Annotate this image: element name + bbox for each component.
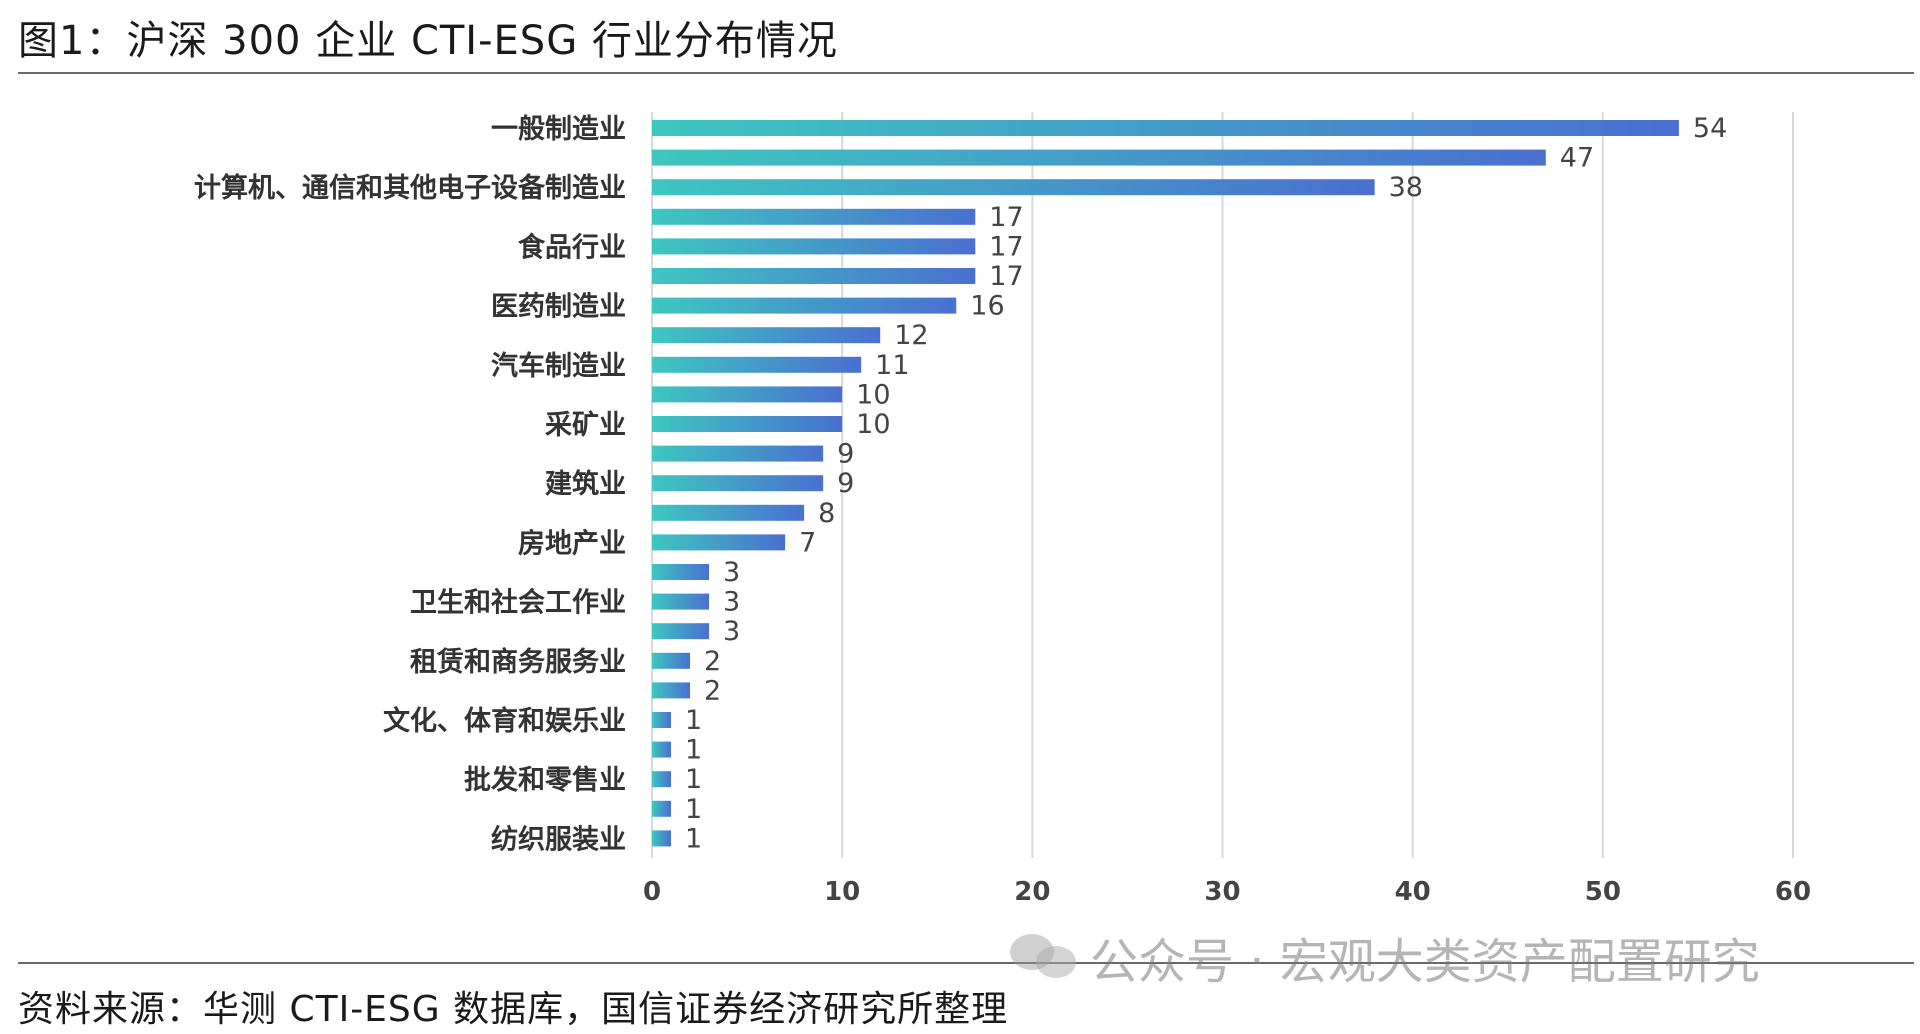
value-label: 11: [875, 350, 909, 381]
x-tick-label: 50: [1585, 877, 1621, 907]
figure-title: 图1：沪深 300 企业 CTI-ESG 行业分布情况: [18, 18, 838, 64]
bar: [652, 268, 976, 284]
bar: [652, 623, 710, 640]
value-label: 1: [685, 823, 702, 854]
bar: [652, 771, 672, 788]
value-label: 12: [894, 320, 928, 351]
bar: [652, 327, 881, 344]
category-label: 食品行业: [518, 231, 626, 263]
value-label: 1: [685, 705, 702, 736]
bar-chart: 一般制造业计算机、通信和其他电子设备制造业食品行业医药制造业汽车制造业采矿业建筑…: [194, 112, 1811, 907]
top-rule: [18, 72, 1914, 74]
category-label: 一般制造业: [491, 113, 626, 145]
value-label: 7: [799, 527, 816, 558]
bar: [652, 356, 862, 373]
x-tick-label: 60: [1775, 877, 1811, 907]
watermark-text: 公众号 · 宏观大类资产配置研究: [1090, 934, 1760, 990]
category-labels: 一般制造业计算机、通信和其他电子设备制造业食品行业医药制造业汽车制造业采矿业建筑…: [194, 113, 626, 855]
category-label: 采矿业: [545, 409, 626, 441]
category-label: 租赁和商务服务业: [410, 647, 626, 678]
bar: [652, 208, 976, 225]
value-label: 2: [704, 646, 721, 677]
value-label: 17: [989, 261, 1023, 292]
category-label: 文化、体育和娱乐业: [383, 705, 626, 737]
category-label: 房地产业: [518, 528, 626, 559]
value-label: 38: [1389, 172, 1423, 203]
value-label: 3: [723, 587, 740, 618]
value-label: 17: [989, 202, 1023, 233]
value-label: 16: [970, 291, 1004, 322]
value-label: 54: [1693, 113, 1727, 144]
value-label: 8: [818, 498, 835, 529]
bar: [652, 445, 824, 462]
value-label: 9: [837, 468, 854, 499]
category-label: 计算机、通信和其他电子设备制造业: [194, 172, 626, 204]
bar: [652, 741, 672, 758]
value-label: 1: [685, 764, 702, 795]
bottom-rule: [18, 962, 1914, 964]
bar: [652, 800, 672, 817]
bar: [652, 238, 976, 255]
x-tick-label: 20: [1014, 877, 1050, 907]
bar: [652, 652, 691, 669]
value-label: 3: [723, 557, 740, 588]
x-tick-label: 30: [1204, 877, 1240, 907]
x-axis-ticks: 0 10 20 30 40 50 60: [643, 877, 1811, 907]
bar: [652, 149, 1546, 166]
category-label: 建筑业: [545, 468, 626, 500]
bars: [652, 120, 1679, 847]
value-label: 47: [1560, 143, 1594, 174]
value-label: 3: [723, 616, 740, 647]
bar: [652, 712, 672, 728]
category-label: 汽车制造业: [491, 350, 626, 382]
category-label: 批发和零售业: [464, 764, 626, 796]
bar: [652, 386, 843, 403]
bar: [652, 416, 843, 432]
value-label: 1: [685, 735, 702, 766]
wechat-icon: [1010, 930, 1076, 984]
x-tick-label: 10: [824, 877, 860, 907]
value-label: 10: [856, 379, 890, 410]
x-tick-label: 0: [643, 877, 661, 907]
value-label: 10: [856, 409, 890, 440]
bar: [652, 534, 786, 551]
value-label: 1: [685, 794, 702, 825]
value-label: 17: [989, 231, 1023, 262]
bar: [652, 593, 710, 610]
bar: [652, 179, 1375, 196]
category-label: 医药制造业: [491, 292, 626, 323]
bar: [652, 475, 824, 492]
value-label: 2: [704, 675, 721, 706]
category-label: 卫生和社会工作业: [410, 587, 626, 619]
grid-lines: [651, 112, 1794, 858]
category-label: 纺织服装业: [491, 823, 626, 855]
bar: [652, 564, 710, 580]
bar: [652, 297, 957, 314]
bar: [652, 682, 691, 699]
source-note: 资料来源：华测 CTI-ESG 数据库，国信证券经济研究所整理: [18, 989, 1009, 1030]
bar: [652, 830, 672, 847]
bar: [652, 120, 1679, 136]
bar: [652, 504, 805, 521]
x-tick-label: 40: [1395, 877, 1431, 907]
watermark: 公众号 · 宏观大类资产配置研究: [1010, 922, 1760, 992]
value-label: 9: [837, 439, 854, 470]
